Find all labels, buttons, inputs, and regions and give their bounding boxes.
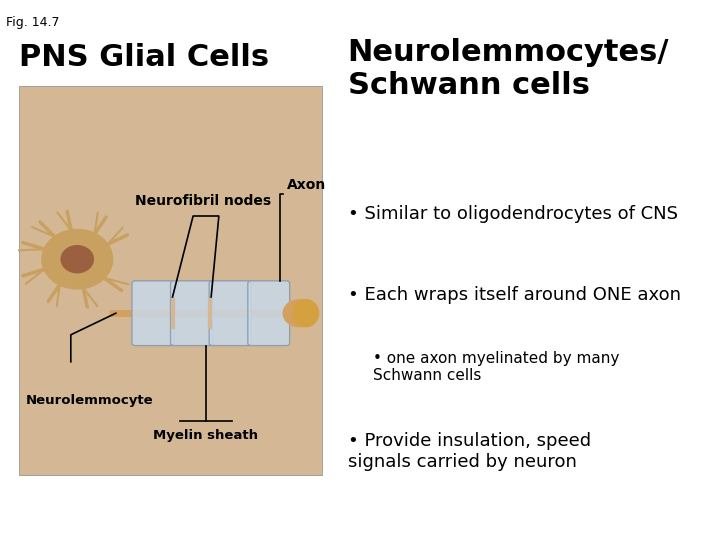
Text: Neurolemmocytes/
Schwann cells: Neurolemmocytes/ Schwann cells: [348, 38, 669, 100]
Circle shape: [61, 246, 94, 273]
Text: Myelin sheath: Myelin sheath: [153, 429, 258, 442]
FancyBboxPatch shape: [132, 281, 174, 346]
Text: Axon: Axon: [287, 178, 325, 192]
Text: • Provide insulation, speed
signals carried by neuron: • Provide insulation, speed signals carr…: [348, 432, 590, 471]
FancyBboxPatch shape: [248, 281, 289, 346]
Circle shape: [42, 230, 112, 289]
FancyBboxPatch shape: [171, 281, 212, 346]
Text: Fig. 14.7: Fig. 14.7: [6, 16, 60, 29]
Text: • Each wraps itself around ONE axon: • Each wraps itself around ONE axon: [348, 286, 680, 304]
Circle shape: [283, 300, 315, 327]
Text: Neurolemmocyte: Neurolemmocyte: [26, 394, 153, 407]
Text: • Similar to oligodendrocytes of CNS: • Similar to oligodendrocytes of CNS: [348, 205, 678, 223]
Text: Neurofibril nodes: Neurofibril nodes: [135, 194, 271, 208]
FancyBboxPatch shape: [210, 281, 251, 346]
FancyBboxPatch shape: [19, 86, 322, 475]
Text: • one axon myelinated by many
Schwann cells: • one axon myelinated by many Schwann ce…: [374, 351, 620, 383]
Ellipse shape: [293, 300, 319, 327]
Text: PNS Glial Cells: PNS Glial Cells: [19, 43, 269, 72]
